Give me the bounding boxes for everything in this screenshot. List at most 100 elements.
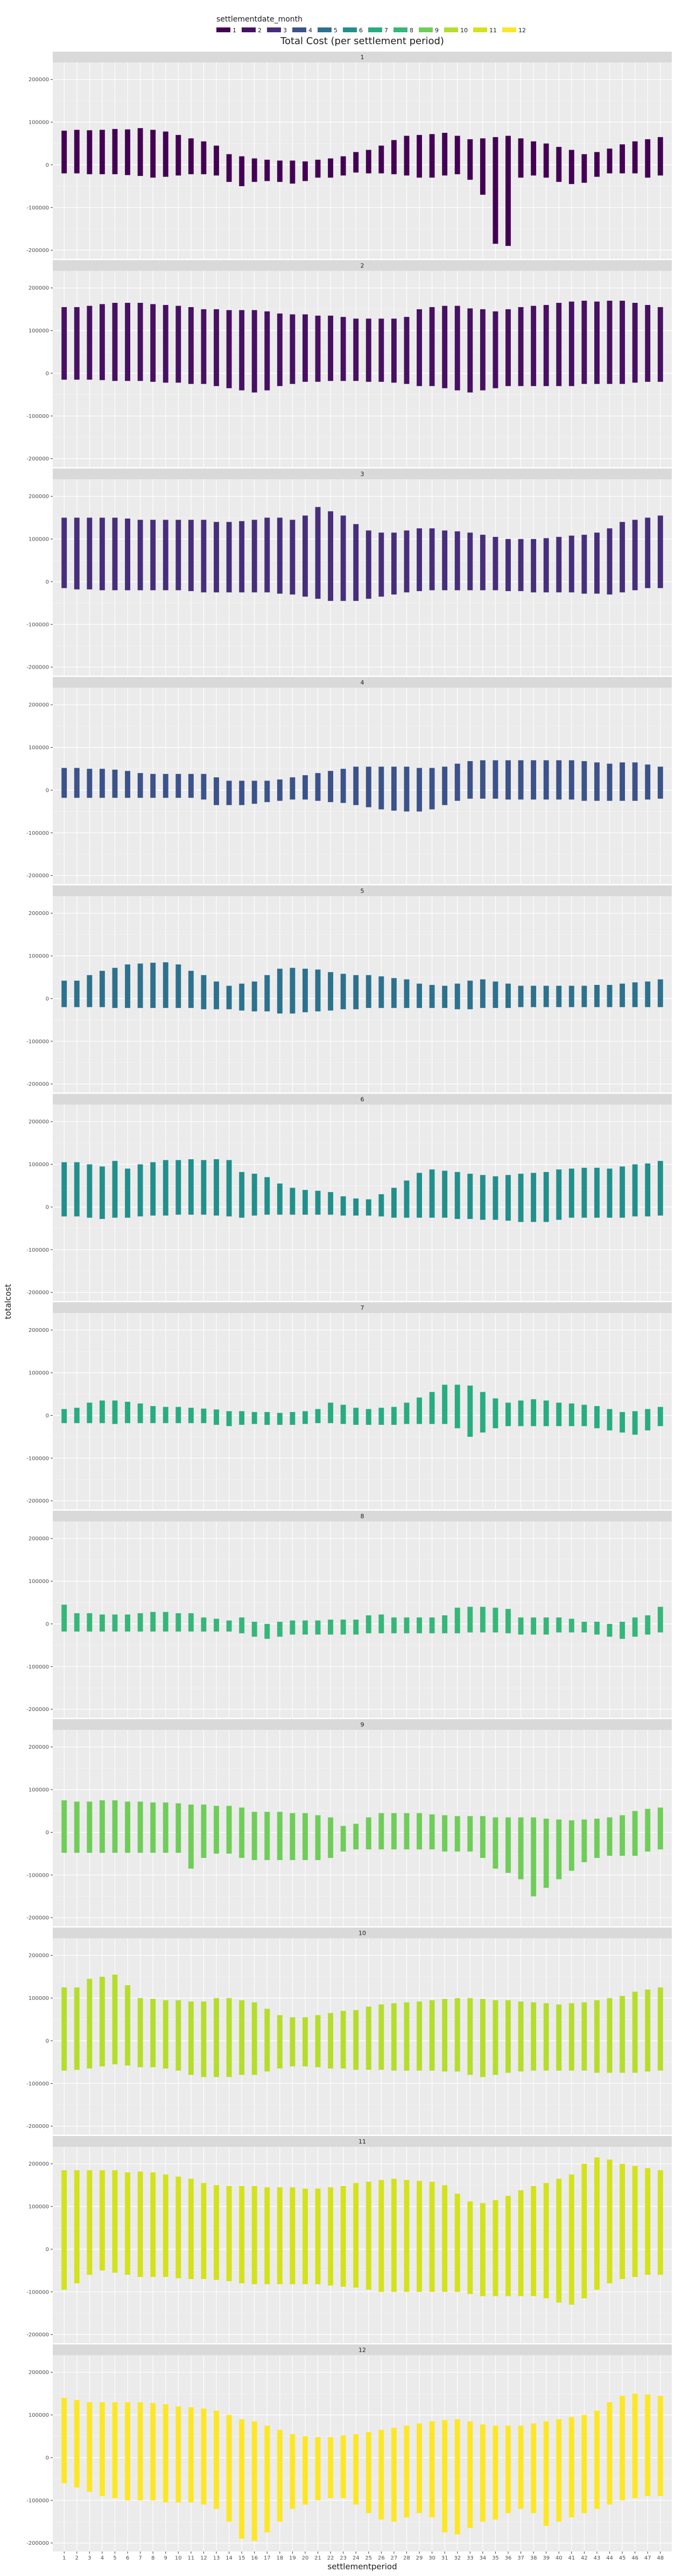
bar-m1-p43 xyxy=(594,152,600,177)
bar-m10-p2 xyxy=(74,1987,80,2070)
bar-m7-p11 xyxy=(188,1408,194,1423)
bar-m8-p20 xyxy=(303,1620,308,1635)
legend-label-9: 9 xyxy=(435,27,439,34)
bar-m1-p10 xyxy=(175,134,181,176)
y-tick-label: -100000 xyxy=(26,1039,49,1045)
bar-m1-p44 xyxy=(607,148,613,174)
bar-m4-p45 xyxy=(620,762,625,801)
bar-m10-p27 xyxy=(391,2003,397,2071)
y-tick-label: 200000 xyxy=(29,2161,49,2167)
bar-m1-p23 xyxy=(340,156,346,176)
bar-m7-p1 xyxy=(61,1409,67,1423)
bar-m11-p23 xyxy=(340,2186,346,2287)
bar-m6-p22 xyxy=(328,1192,334,1215)
bar-m4-p44 xyxy=(607,763,613,801)
x-tick-label: 6 xyxy=(126,2556,129,2561)
bar-m2-p44 xyxy=(607,301,613,384)
bar-m3-p40 xyxy=(556,537,562,593)
bar-m12-p22 xyxy=(328,2437,334,2499)
x-tick-label: 39 xyxy=(543,2556,550,2561)
bar-m12-p47 xyxy=(645,2394,651,2496)
bar-m3-p39 xyxy=(543,538,549,593)
y-tick-label: 200000 xyxy=(29,1119,49,1125)
legend-label-1: 1 xyxy=(233,27,236,34)
x-tick-label: 18 xyxy=(276,2556,283,2561)
bar-m2-p18 xyxy=(277,313,283,386)
bar-m1-p6 xyxy=(125,129,130,175)
bar-m1-p7 xyxy=(137,128,143,176)
bar-m1-p40 xyxy=(556,147,562,182)
bar-m2-p43 xyxy=(594,301,600,384)
bar-m3-p4 xyxy=(99,517,105,591)
bar-m2-p28 xyxy=(404,317,410,384)
bar-m9-p13 xyxy=(214,1806,219,1854)
bar-m10-p43 xyxy=(594,2000,600,2073)
bar-m7-p33 xyxy=(467,1385,473,1437)
bar-m12-p19 xyxy=(290,2434,296,2509)
bar-m11-p32 xyxy=(454,2194,460,2292)
facet-strip xyxy=(53,260,672,271)
panel-background xyxy=(53,1313,672,1509)
bar-m4-p14 xyxy=(226,780,232,805)
bar-m10-p10 xyxy=(175,2000,181,2071)
bar-m11-p14 xyxy=(226,2186,232,2281)
bar-m9-p15 xyxy=(239,1807,245,1858)
bar-m9-p24 xyxy=(353,1823,359,1850)
y-tick-label: 0 xyxy=(46,2247,49,2253)
bar-m8-p15 xyxy=(239,1617,245,1634)
panel-background xyxy=(53,1104,672,1301)
bar-m8-p25 xyxy=(365,1615,371,1634)
bar-m3-p18 xyxy=(277,517,283,594)
bar-m7-p5 xyxy=(112,1400,118,1424)
bar-m6-p19 xyxy=(290,1188,296,1215)
bar-m3-p33 xyxy=(467,533,473,591)
bar-m8-p3 xyxy=(87,1613,93,1632)
bar-m2-p31 xyxy=(442,306,448,388)
y-tick-label: 200000 xyxy=(29,1536,49,1542)
bar-m6-p20 xyxy=(303,1190,308,1215)
bar-m7-p41 xyxy=(568,1403,574,1427)
bar-m7-p8 xyxy=(150,1406,156,1423)
bar-m6-p35 xyxy=(493,1176,498,1220)
bar-m7-p32 xyxy=(454,1385,460,1429)
bar-m10-p47 xyxy=(645,1989,651,2072)
bar-m5-p9 xyxy=(163,962,168,1008)
legend-label-2: 2 xyxy=(258,27,262,34)
bar-m4-p13 xyxy=(214,777,219,805)
bar-m1-p4 xyxy=(99,130,105,174)
bar-m8-p41 xyxy=(568,1619,574,1633)
bar-m3-p24 xyxy=(353,524,359,601)
bar-m3-p19 xyxy=(290,520,296,595)
bar-m10-p35 xyxy=(493,2000,498,2075)
legend-key-3 xyxy=(267,27,281,32)
bar-m8-p31 xyxy=(442,1615,448,1634)
bar-m11-p35 xyxy=(493,2200,498,2296)
bar-m2-p35 xyxy=(493,311,498,388)
bar-m1-p2 xyxy=(74,130,80,174)
bar-m3-p44 xyxy=(607,528,613,595)
bar-m6-p37 xyxy=(518,1174,524,1222)
bar-m10-p22 xyxy=(328,2013,334,2069)
bar-m9-p27 xyxy=(391,1813,397,1850)
facet-panels: 1-200000-10000001000002000002-200000-100… xyxy=(26,52,672,2552)
facet-strip-label: 6 xyxy=(361,1096,364,1103)
y-tick-label: 0 xyxy=(46,1830,49,1836)
panel-background xyxy=(53,479,672,676)
bar-m7-p26 xyxy=(378,1408,384,1425)
x-tick-label: 13 xyxy=(213,2556,220,2561)
bar-m4-p33 xyxy=(467,761,473,799)
bar-m1-p3 xyxy=(87,130,93,174)
bar-m4-p2 xyxy=(74,768,80,798)
bar-m1-p34 xyxy=(480,138,486,195)
bar-m7-p48 xyxy=(657,1407,663,1427)
bar-m11-p26 xyxy=(378,2180,384,2292)
bar-m6-p41 xyxy=(568,1168,574,1218)
bar-m8-p24 xyxy=(353,1620,359,1635)
bar-m1-p26 xyxy=(378,145,384,174)
bar-m2-p3 xyxy=(87,306,93,380)
bar-m4-p47 xyxy=(645,764,651,800)
facet-strip-label: 4 xyxy=(361,679,364,686)
bar-m11-p24 xyxy=(353,2183,359,2288)
facet-strip xyxy=(53,1927,672,1939)
